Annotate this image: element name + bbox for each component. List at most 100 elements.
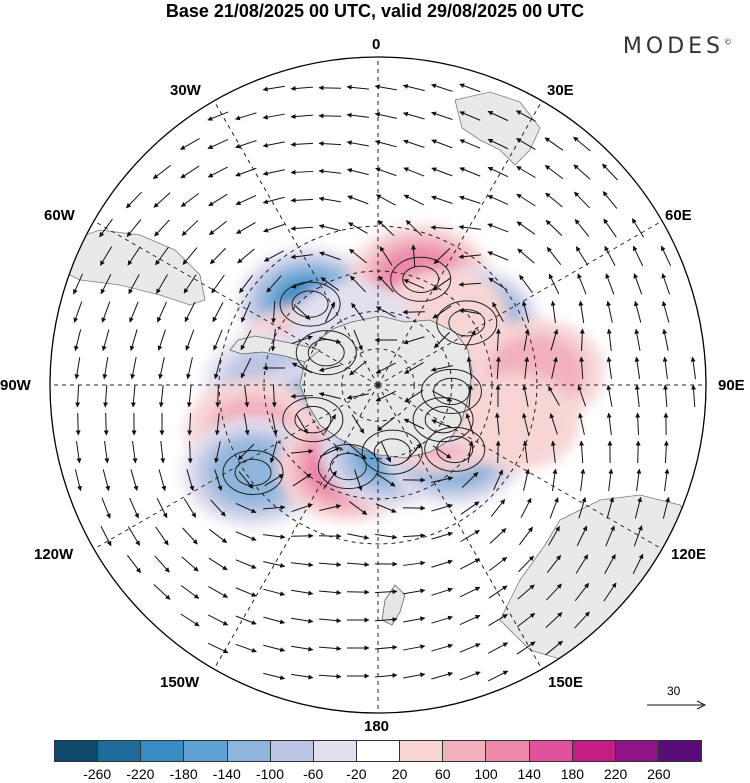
wind-vector (318, 646, 342, 651)
wind-vector (263, 588, 286, 597)
wind-vector (155, 246, 169, 266)
wind-vector (291, 362, 313, 374)
wind-vector (549, 497, 559, 519)
wind-vector (180, 613, 200, 627)
wind-vector (606, 384, 613, 407)
wind-vector (182, 247, 198, 265)
wind-vector (208, 586, 229, 598)
wind-vector (152, 164, 172, 180)
colorbar-swatch-0 (54, 740, 98, 762)
wind-vector (403, 336, 425, 345)
wind-vector (102, 469, 111, 492)
wind-vector (318, 590, 342, 596)
contour-6-0 (282, 397, 344, 443)
lon-label-90e: 90E (718, 377, 745, 394)
wind-vector (180, 138, 200, 150)
wind-vector (661, 273, 671, 295)
wind-vector (545, 640, 563, 656)
wind-vector (290, 114, 314, 120)
wind-vector (291, 335, 313, 345)
wind-vector (634, 384, 640, 407)
wind-vector (403, 672, 426, 679)
wind-vector (458, 254, 481, 260)
wind-vector (262, 196, 285, 205)
wind-vector (237, 443, 255, 461)
meridian-60 (377, 220, 663, 386)
colorbar-swatch-6 (312, 740, 356, 762)
wind-vector (207, 642, 229, 654)
wind-vector (487, 138, 509, 150)
meridian-330 (213, 100, 379, 386)
wind-vector (262, 169, 285, 176)
wind-vector (346, 84, 369, 90)
colorbar-swatch-2 (140, 740, 184, 762)
wind-vector (375, 194, 396, 206)
contour-9-1 (329, 452, 367, 481)
wind-vector (349, 360, 367, 376)
wind-vector (235, 503, 257, 513)
wind-vector (319, 251, 341, 261)
colorbar-swatch-7 (355, 740, 400, 762)
wind-vector (290, 86, 314, 92)
wind-vector (406, 443, 422, 461)
wind-vector (75, 412, 81, 436)
wind-vector (237, 248, 255, 264)
wind-vector (488, 556, 508, 572)
wind-vector (574, 611, 590, 629)
wind-vector (432, 445, 452, 459)
wind-vector (349, 444, 367, 460)
wind-vector (488, 277, 508, 291)
wind-vector (635, 440, 641, 464)
wind-vector (290, 254, 313, 260)
wind-vector (459, 83, 481, 93)
wind-vector (263, 561, 286, 568)
wind-vector (215, 384, 221, 408)
wind-vector (349, 248, 367, 264)
wind-vector (466, 356, 472, 379)
wind-vector (155, 526, 169, 546)
wind-vector (208, 614, 229, 626)
wind-vector (375, 533, 398, 540)
wind-vector (318, 364, 341, 373)
colorbar-tick-11: 180 (560, 766, 585, 782)
lon-label-30w: 30W (170, 82, 201, 99)
wind-vector (431, 419, 453, 429)
wind-vector (490, 498, 506, 517)
wind-vector (516, 221, 536, 235)
wind-vector (461, 472, 479, 488)
colorbar-tick-2: -180 (169, 766, 198, 782)
page-title: Base 21/08/2025 00 UTC, valid 29/08/2025… (165, 1, 585, 21)
graticule (50, 57, 706, 713)
wind-vector (487, 670, 509, 682)
logo-registered-mark: © (724, 37, 732, 47)
wind-vector (545, 220, 563, 236)
wind-vector (516, 612, 536, 628)
wind-vector (431, 643, 454, 652)
wind-vector (431, 111, 453, 121)
colorbar-tick-labels: -260 -220 -180 -140 -100 -60 -20 20 60 100 140 180 2… (54, 766, 702, 782)
wind-vector (492, 301, 504, 322)
wind-vector (431, 503, 454, 512)
wind-vector (459, 139, 481, 149)
wind-vector (632, 553, 644, 575)
wind-vector (324, 301, 336, 323)
wind-vector (263, 616, 286, 625)
wind-vector (515, 110, 536, 122)
wind-vector (126, 554, 142, 574)
contour-10-0 (361, 429, 423, 475)
wind-vector (262, 504, 286, 510)
wind-vector (635, 412, 641, 436)
lon-label-180: 180 (364, 718, 390, 735)
wind-vector (605, 525, 615, 547)
wind-vector (100, 525, 112, 547)
wind-vector (605, 273, 615, 295)
wind-vector (576, 525, 588, 547)
wind-vector (266, 275, 282, 293)
wind-vector (516, 641, 536, 655)
wind-vector (375, 390, 397, 402)
wind-vector (75, 384, 81, 408)
wind-vector (578, 300, 585, 323)
wind-vector (403, 418, 425, 430)
wind-vector (290, 169, 314, 175)
wind-vector (487, 110, 509, 122)
